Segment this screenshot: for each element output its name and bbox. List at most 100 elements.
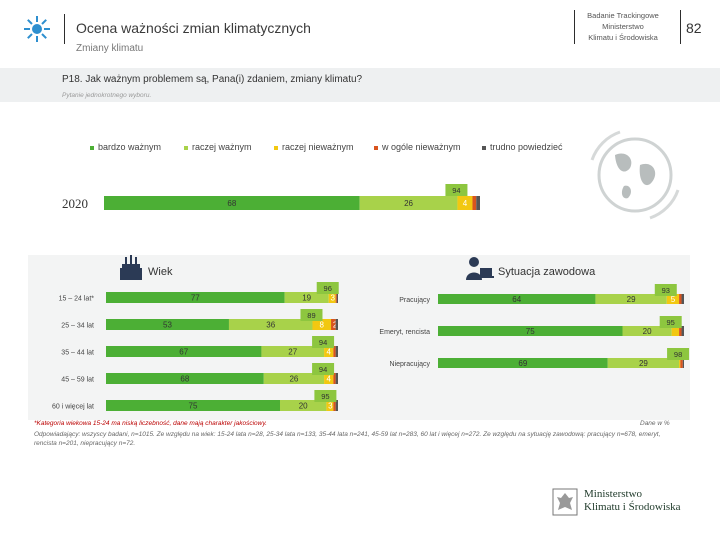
bar-value-label: 68 xyxy=(227,199,236,208)
bar-segment-wogole xyxy=(679,294,682,304)
bar-segment-raczej-wazny xyxy=(261,346,325,357)
bar-value-label: 8 xyxy=(320,321,325,330)
bar-value-label: 75 xyxy=(526,327,535,336)
bar-value-label: 68 xyxy=(180,375,189,384)
birthday-cake-icon xyxy=(120,255,142,280)
bar-segment-bardzo xyxy=(438,294,596,304)
bar-segment-trudno xyxy=(335,400,338,411)
bar-segment-trudno xyxy=(681,294,684,304)
header-divider xyxy=(64,14,65,44)
legend: bardzo ważnym raczej ważnym raczej niewa… xyxy=(90,142,590,156)
bar-segment-raczej-niewazny xyxy=(324,346,334,357)
bar-segment-bardzo xyxy=(104,196,360,210)
bar-value-label: 77 xyxy=(191,294,200,303)
survey-name: Badanie Trackingowe Ministerstwo Klimatu… xyxy=(587,11,659,42)
desk-worker-icon xyxy=(466,257,494,280)
bar-segment-wogole xyxy=(679,326,682,336)
summary-value: 93 xyxy=(662,286,670,295)
row-label: 15 – 24 lat* xyxy=(59,296,95,303)
header-divider-right xyxy=(574,10,575,44)
summary-box xyxy=(312,363,335,375)
bar-segment-raczej-wazny xyxy=(622,326,672,336)
page-subtitle: Zmiany klimatu xyxy=(76,43,144,54)
bar-value-label: 67 xyxy=(179,348,188,357)
bar-value-label: 2 xyxy=(333,321,338,330)
summary-box xyxy=(300,309,323,321)
legend-item-raczej-wazny: raczej ważnym xyxy=(184,142,252,152)
question-note: Pytanie jednokrotnego wyboru. xyxy=(62,92,152,99)
bar-segment-wogole xyxy=(331,319,336,330)
bar-segment-trudno xyxy=(476,196,480,210)
row-label: 35 – 44 lat xyxy=(61,350,94,357)
ministry-name-line2: Klimatu i Środowiska xyxy=(584,501,681,513)
bar-segment-trudno xyxy=(335,319,338,330)
bar-segment-raczej-wazny xyxy=(284,292,329,303)
bar-value-label: 20 xyxy=(299,402,308,411)
bar-value-label: 26 xyxy=(404,199,413,208)
bar-value-label: 29 xyxy=(627,295,636,304)
legend-item-wogole: w ogóle nieważnym xyxy=(374,142,461,152)
bar-segment-raczej-niewazny xyxy=(324,373,334,384)
bar-segment-wogole xyxy=(335,292,337,303)
bar-segment-trudno xyxy=(335,373,338,384)
bar-segment-wogole xyxy=(472,196,477,210)
bar-value-label: 64 xyxy=(512,295,521,304)
footnote-base: Odpowiadający: wszyscy badani, n=1015. Z… xyxy=(34,431,661,447)
legend-item-trudno: trudno powiedzieć xyxy=(482,142,563,152)
bar-value-label: 20 xyxy=(643,327,652,336)
summary-box xyxy=(312,336,335,348)
bar-segment-raczej-niewazny xyxy=(328,292,336,303)
sytuacja-title: Sytuacja zawodowa xyxy=(498,266,596,278)
bar-segment-trudno xyxy=(681,326,684,336)
bar-value-label: 36 xyxy=(266,321,275,330)
ministry-emblem-icon xyxy=(24,16,50,42)
bar-segment-bardzo xyxy=(106,292,285,303)
bar-value-label: 27 xyxy=(288,348,297,357)
bar-segment-trudno xyxy=(335,346,338,357)
summary-value: 95 xyxy=(321,392,329,401)
bar-value-label: 4 xyxy=(326,348,331,357)
bar-value-label: 26 xyxy=(289,375,298,384)
bar-segment-raczej-wazny xyxy=(280,400,327,411)
page-number: 82 xyxy=(686,20,702,36)
summary-value: 94 xyxy=(319,365,327,374)
bar-segment-raczej-niewazny xyxy=(679,358,681,368)
bar-segment-raczej-wazny xyxy=(607,358,680,368)
summary-value: 94 xyxy=(452,186,460,195)
bar-segment-wogole xyxy=(333,400,336,411)
summary-value: 96 xyxy=(324,284,332,293)
bar-segment-trudno xyxy=(682,358,684,368)
footnote-warning: *Kategoria wiekowa 15-24 ma niską liczeb… xyxy=(34,420,267,427)
bar-segment-bardzo xyxy=(106,319,229,330)
row-label: 25 – 34 lat xyxy=(61,323,94,330)
bar-value-label: 5 xyxy=(671,295,676,304)
bar-value-label: 4 xyxy=(463,199,468,208)
page-title: Ocena ważności zmian klimatycznych xyxy=(76,20,311,36)
bar-segment-raczej-niewazny xyxy=(666,294,680,304)
summary-box xyxy=(659,316,682,328)
summary-value: 98 xyxy=(674,350,682,359)
question-text: P18. Jak ważnym problemem są, Pana(i) zd… xyxy=(62,74,363,85)
bar-segment-wogole xyxy=(333,373,336,384)
summary-box xyxy=(314,390,337,402)
summary-value: 95 xyxy=(667,318,675,327)
bar-value-label: 4 xyxy=(326,375,331,384)
footnote-unit: Dane w % xyxy=(640,420,670,427)
total-year-label: 2020 xyxy=(62,196,88,211)
eagle-emblem-icon xyxy=(552,488,578,516)
bar-segment-raczej-niewazny xyxy=(457,196,473,210)
bar-segment-wogole xyxy=(333,346,336,357)
bar-value-label: 19 xyxy=(302,294,311,303)
wiek-title: Wiek xyxy=(148,266,173,278)
bar-segment-raczej-wazny xyxy=(595,294,667,304)
bar-segment-bardzo xyxy=(106,373,264,384)
bar-segment-trudno xyxy=(336,292,338,303)
bar-segment-raczej-niewazny xyxy=(326,400,334,411)
bar-segment-raczej-wazny xyxy=(359,196,458,210)
summary-value: 94 xyxy=(319,338,327,347)
row-label: Pracujący xyxy=(399,297,430,304)
bar-segment-wogole xyxy=(680,358,683,368)
segments-panel xyxy=(28,255,690,420)
legend-item-raczej-niewazny: raczej nieważnym xyxy=(274,142,354,152)
